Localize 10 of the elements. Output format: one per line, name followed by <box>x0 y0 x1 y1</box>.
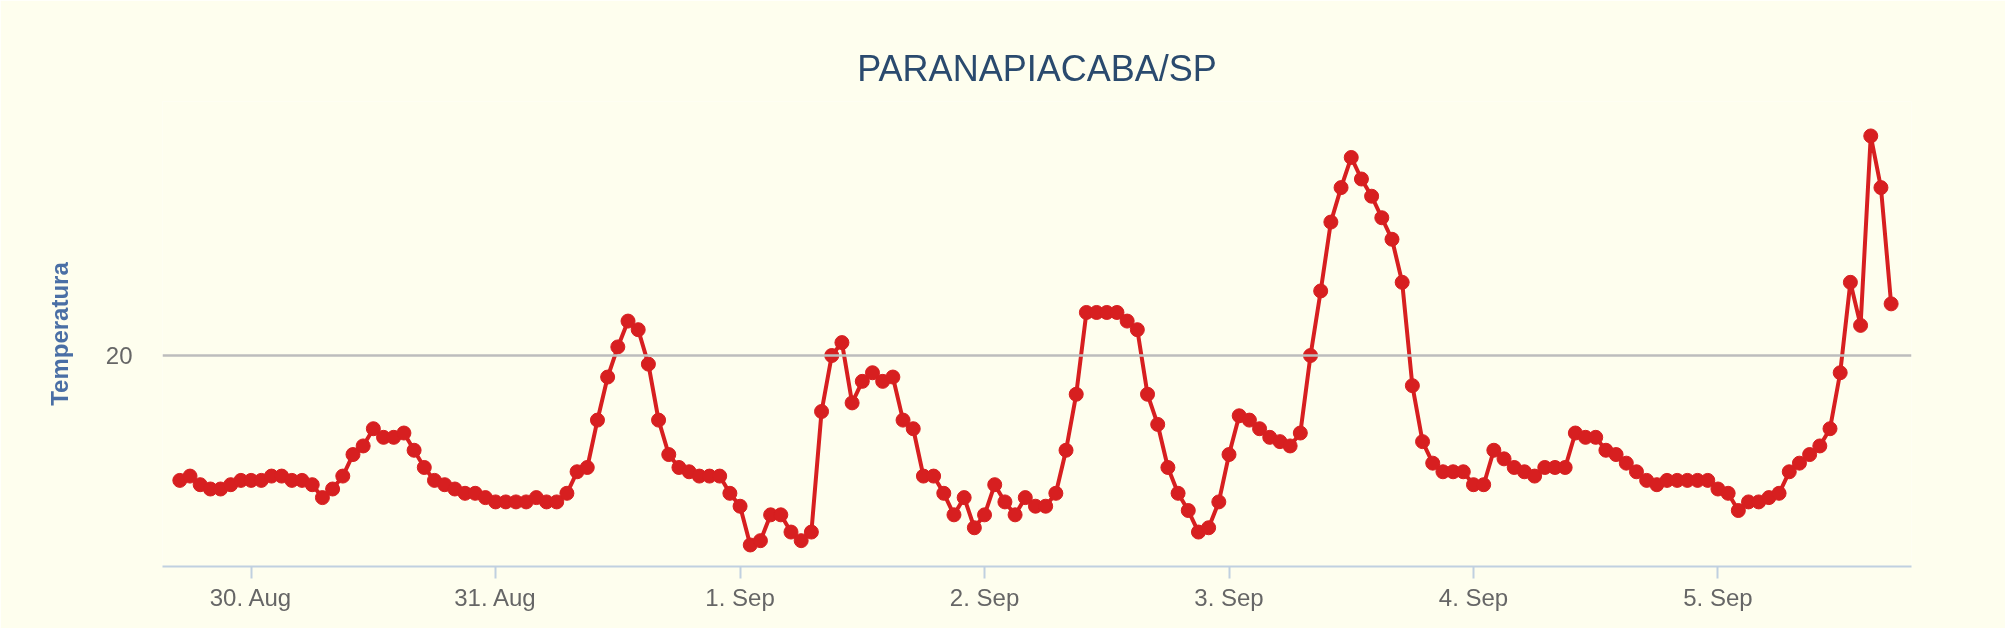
text: 20 <box>105 342 133 370</box>
x-tick-label: 5. Sep <box>1683 583 1753 611</box>
x-tick-label: 4. Sep <box>1438 583 1509 611</box>
x-tick-label: 31. Aug <box>454 583 536 611</box>
x-tick-label: 30. Aug <box>209 583 292 611</box>
x-tick-label: 3. Sep <box>1194 583 1264 611</box>
y-axis-title: Temperatura <box>45 261 73 406</box>
x-tick-label: 1. Sep <box>705 583 775 611</box>
chart-title: PARANAPIACABA/SP <box>857 47 1217 89</box>
x-tick-label: 2. Sep <box>949 583 1020 611</box>
